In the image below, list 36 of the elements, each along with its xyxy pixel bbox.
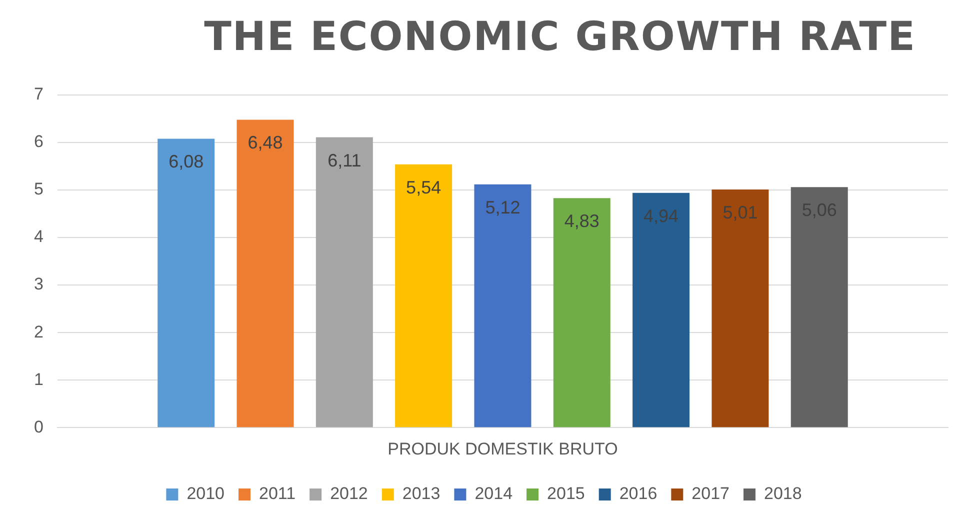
y-tick-label: 1 [34,370,44,389]
y-tick-label: 3 [34,274,44,294]
legend-label: 2015 [547,484,585,504]
x-tick-label: PRODUK DOMESTIK BRUTO [388,439,618,458]
legend-label: 2010 [186,484,225,504]
bar [553,198,610,428]
bar [236,120,294,428]
data-label: 6,11 [328,150,362,170]
data-label: 4,94 [644,206,679,226]
legend-label: 2016 [619,484,658,504]
legend-label: 2011 [259,484,296,504]
bar [158,138,215,428]
bar [316,137,373,428]
chart-title: THE ECONOMIC GROWTH RATE [203,14,917,60]
legend-label: 2012 [330,484,368,504]
y-tick-label: 5 [34,180,44,199]
legend-label: 2013 [402,484,440,504]
data-label: 5,12 [485,197,520,218]
data-label: 5,01 [722,202,758,223]
legend-label: 2014 [474,484,513,504]
bar [395,164,452,428]
data-label: 6,48 [248,132,283,153]
legend-label: 2017 [692,484,730,504]
data-label: 4,83 [564,211,600,232]
y-tick-label: 0 [34,417,44,436]
bar [712,190,769,428]
y-tick-label: 6 [34,132,44,152]
data-label: 5,54 [406,177,442,198]
data-label: 6,08 [168,152,204,172]
bar [632,192,690,428]
y-tick-label: 4 [34,227,44,246]
bar [790,187,848,428]
y-tick-label: 2 [34,322,44,342]
bar [474,184,532,428]
y-tick-label: 7 [34,84,44,104]
legend-label: 2018 [764,484,802,504]
